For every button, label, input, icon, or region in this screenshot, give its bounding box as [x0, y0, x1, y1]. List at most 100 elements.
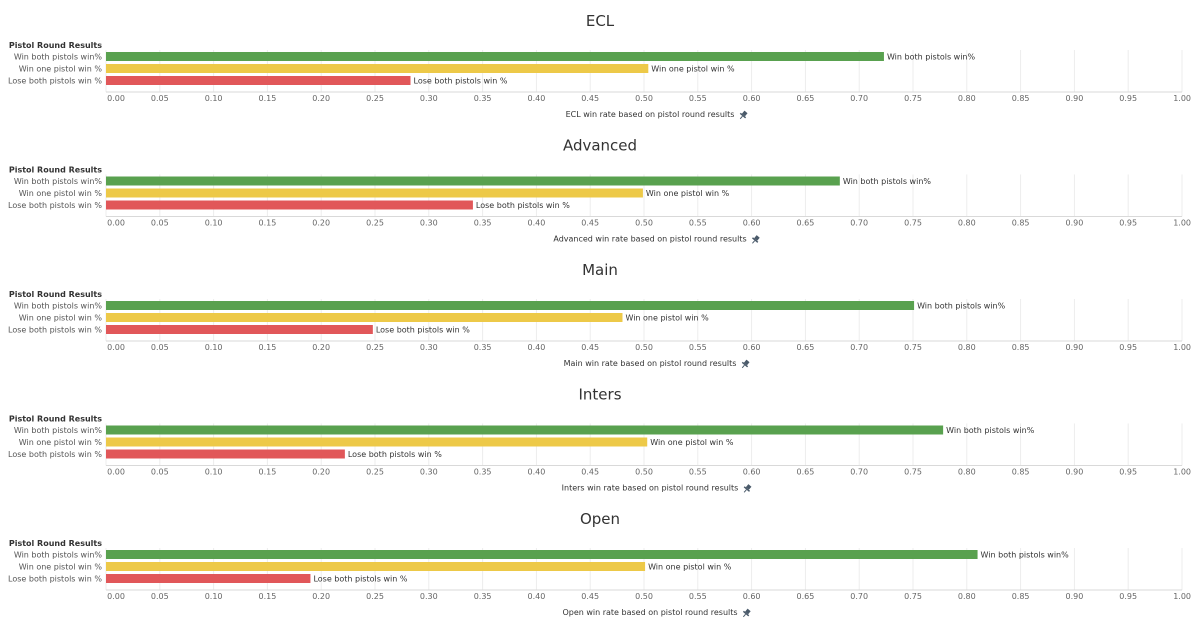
x-tick-label: 0.05 [151, 219, 169, 228]
x-axis-label: Inters win rate based on pistol round re… [562, 484, 739, 493]
category-label: Lose both pistols win % [8, 450, 102, 459]
x-tick-label: 0.00 [107, 592, 125, 601]
x-tick-label: 0.85 [1012, 94, 1030, 103]
x-tick-label: 0.65 [796, 468, 814, 477]
x-tick-label: 0.15 [258, 468, 276, 477]
chart-panel: Advanced Pistol Round Results Win both pis… [8, 137, 1191, 245]
x-tick-label: 0.75 [904, 219, 922, 228]
x-tick-label: 0.40 [527, 468, 545, 477]
bar[interactable] [106, 64, 649, 73]
x-tick-label: 0.80 [958, 219, 976, 228]
x-tick-label: 0.60 [743, 219, 761, 228]
x-tick-label: 1.00 [1173, 468, 1191, 477]
x-tick-label: 0.00 [107, 219, 125, 228]
x-tick-label: 0.60 [743, 343, 761, 352]
x-tick-label: 0.15 [258, 219, 276, 228]
x-tick-label: 0.10 [205, 468, 223, 477]
x-tick-label: 0.25 [366, 343, 384, 352]
x-tick-label: 0.30 [420, 468, 438, 477]
x-tick-label: 0.20 [312, 592, 330, 601]
x-tick-label: 0.60 [743, 592, 761, 601]
x-tick-label: 0.05 [151, 468, 169, 477]
x-tick-label: 0.90 [1065, 343, 1083, 352]
pin-icon[interactable] [741, 608, 752, 619]
bar[interactable] [106, 76, 411, 85]
bar[interactable] [106, 449, 345, 459]
bar[interactable] [106, 325, 373, 334]
bar-data-label: Win one pistol win % [651, 65, 735, 74]
x-tick-label: 0.50 [635, 219, 653, 228]
x-tick-label: 0.85 [1012, 592, 1030, 601]
row-header: Pistol Round Results [9, 166, 102, 175]
bar-data-label: Win both pistols win% [981, 551, 1070, 560]
x-tick-label: 0.35 [474, 343, 492, 352]
x-tick-label: 0.90 [1065, 468, 1083, 477]
x-tick-label: 0.90 [1065, 94, 1083, 103]
pin-icon[interactable] [750, 234, 761, 245]
chart-title: ECL [586, 12, 615, 30]
x-tick-label: 0.40 [527, 592, 545, 601]
bar[interactable] [106, 200, 473, 210]
bar[interactable] [106, 301, 915, 310]
bar[interactable] [106, 176, 840, 186]
x-tick-label: 0.40 [527, 94, 545, 103]
x-tick-label: 0.45 [581, 219, 599, 228]
x-tick-label: 0.00 [107, 94, 125, 103]
chart-panel: Main Pistol Round Results Win both pistols… [8, 261, 1191, 370]
bar[interactable] [106, 562, 646, 571]
x-tick-label: 0.65 [796, 343, 814, 352]
bar[interactable] [106, 437, 648, 447]
x-tick-label: 0.45 [581, 592, 599, 601]
pin-icon[interactable] [740, 359, 751, 370]
category-label: Win both pistols win% [14, 53, 103, 62]
bar-data-label: Win both pistols win% [917, 302, 1006, 311]
x-tick-label: 0.15 [258, 343, 276, 352]
x-axis-label: Open win rate based on pistol round resu… [562, 608, 737, 617]
x-tick-label: 0.30 [420, 592, 438, 601]
x-tick-label: 0.80 [958, 592, 976, 601]
bar[interactable] [106, 425, 944, 435]
x-tick-label: 0.10 [205, 592, 223, 601]
x-tick-label: 0.70 [850, 94, 868, 103]
pin-icon[interactable] [738, 110, 749, 121]
row-header: Pistol Round Results [9, 539, 102, 548]
bar-data-label: Lose both pistols win % [313, 575, 407, 584]
bar[interactable] [106, 550, 978, 559]
x-tick-label: 0.30 [420, 219, 438, 228]
x-tick-label: 0.80 [958, 468, 976, 477]
x-tick-label: 0.90 [1065, 219, 1083, 228]
category-label: Win one pistol win % [19, 438, 103, 447]
x-tick-label: 0.35 [474, 94, 492, 103]
chart-panel: Open Pistol Round Results Win both pistols… [8, 510, 1191, 619]
pin-icon[interactable] [741, 483, 752, 494]
x-tick-label: 0.05 [151, 343, 169, 352]
x-tick-label: 0.50 [635, 343, 653, 352]
x-tick-label: 0.75 [904, 468, 922, 477]
bar[interactable] [106, 52, 884, 61]
x-tick-label: 0.85 [1012, 468, 1030, 477]
x-tick-label: 0.70 [850, 468, 868, 477]
category-label: Win both pistols win% [14, 177, 103, 186]
x-tick-label: 0.70 [850, 343, 868, 352]
chart-title: Main [582, 261, 618, 279]
x-tick-label: 0.35 [474, 468, 492, 477]
bar-data-label: Win both pistols win% [887, 53, 976, 62]
bar[interactable] [106, 574, 311, 583]
x-tick-label: 0.95 [1119, 592, 1137, 601]
row-header: Pistol Round Results [9, 290, 102, 299]
chart-title: Open [580, 510, 620, 528]
x-axis-label: Advanced win rate based on pistol round … [553, 235, 746, 244]
x-tick-label: 1.00 [1173, 94, 1191, 103]
bar[interactable] [106, 313, 623, 322]
x-tick-label: 0.55 [689, 468, 707, 477]
x-tick-label: 0.75 [904, 592, 922, 601]
x-tick-label: 0.75 [904, 343, 922, 352]
x-tick-label: 0.80 [958, 94, 976, 103]
x-tick-label: 1.00 [1173, 592, 1191, 601]
x-tick-label: 0.20 [312, 94, 330, 103]
bar[interactable] [106, 188, 643, 198]
bar-data-label: Lose both pistols win % [348, 450, 442, 459]
x-tick-label: 0.50 [635, 592, 653, 601]
